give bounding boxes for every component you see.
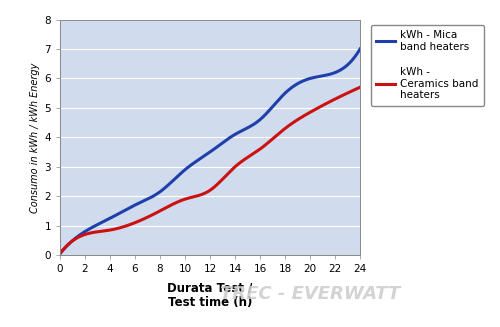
Y-axis label: Consumo in kWh / kWh Energy: Consumo in kWh / kWh Energy [30, 62, 40, 213]
X-axis label: Durata Test /
Test time (h): Durata Test / Test time (h) [168, 281, 252, 309]
Text: TREC - EVERWATT: TREC - EVERWATT [220, 285, 400, 303]
Legend: kWh - Mica
band heaters, kWh -
Ceramics band
heaters: kWh - Mica band heaters, kWh - Ceramics … [371, 25, 484, 106]
